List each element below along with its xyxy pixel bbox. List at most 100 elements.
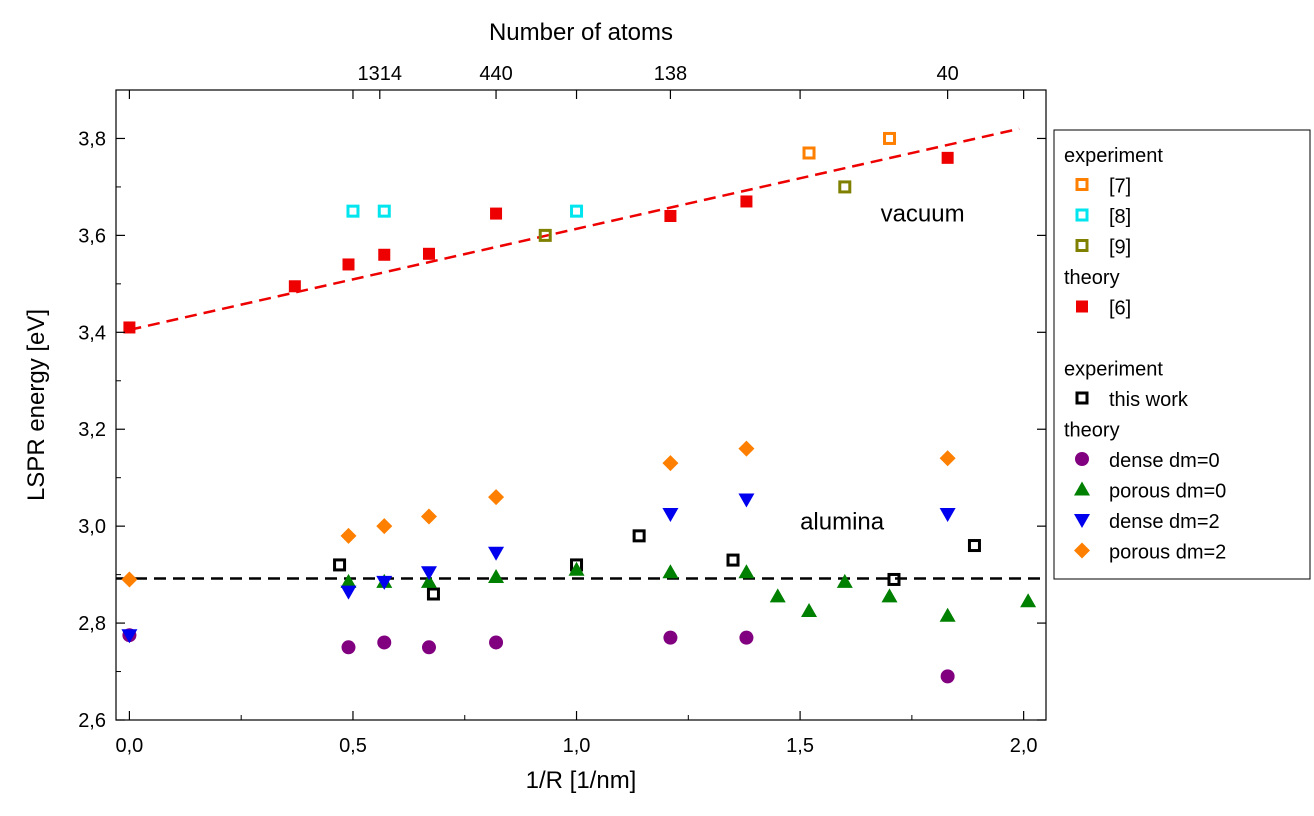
data-point-series-6 [769, 588, 786, 603]
plot-frame [115, 89, 1047, 721]
x-tick-label: 1,5 [786, 735, 814, 757]
top-axis-title: Number of atoms [489, 19, 673, 46]
legend-label: this work [1109, 389, 1189, 411]
data-point-series-5 [341, 640, 356, 655]
data-point-series-1 [346, 204, 360, 218]
legend-marker [1076, 300, 1088, 313]
data-point-series-7 [738, 493, 755, 508]
data-point-series-8 [121, 571, 138, 588]
data-point-series-6 [738, 564, 755, 579]
data-point-series-7 [662, 508, 679, 523]
y-tick-label: 2,8 [78, 613, 106, 635]
data-point-series-8 [376, 518, 393, 535]
legend-label: [9] [1109, 237, 1131, 259]
data-point-series-1 [570, 204, 584, 218]
legend-header: theory [1064, 267, 1120, 289]
top-tick-label: 40 [937, 63, 959, 85]
legend-marker [1075, 208, 1089, 222]
x-axis-title: 1/R [1/nm] [526, 767, 637, 794]
legend-label: dense dm=2 [1109, 511, 1220, 533]
legend-marker [1074, 481, 1090, 496]
data-point-series-4 [967, 539, 981, 553]
legend-marker [1075, 391, 1089, 405]
y-tick-label: 3,6 [78, 225, 106, 247]
data-point-series-5 [940, 669, 955, 684]
data-point-series-3 [422, 247, 435, 260]
data-point-series-6 [420, 573, 437, 588]
legend-label: porous dm=0 [1109, 481, 1226, 503]
data-point-series-4 [632, 529, 646, 543]
data-point-series-0 [802, 146, 816, 160]
data-point-series-4 [726, 553, 740, 567]
data-point-series-8 [939, 450, 956, 467]
top-tick-label: 138 [654, 63, 687, 85]
data-point-series-8 [488, 489, 505, 506]
data-point-series-3 [288, 280, 301, 293]
top-tick-label: 1314 [358, 63, 403, 85]
data-point-series-8 [420, 508, 437, 525]
y-tick-label: 3,4 [78, 322, 106, 344]
data-point-series-6 [801, 602, 818, 617]
legend-label: porous dm=2 [1109, 542, 1226, 564]
data-point-series-4 [333, 558, 347, 572]
data-point-series-3 [740, 195, 753, 208]
data-point-series-8 [738, 440, 755, 457]
data-point-series-4 [426, 587, 440, 601]
data-point-series-6 [1020, 593, 1037, 608]
data-point-series-6 [881, 588, 898, 603]
y-tick-label: 3,0 [78, 516, 106, 538]
legend-marker [1075, 178, 1089, 191]
data-point-series-6 [662, 564, 679, 579]
data-point-series-8 [340, 527, 357, 544]
y-tick-label: 3,2 [78, 419, 106, 441]
data-point-series-6 [340, 573, 357, 588]
data-point-series-5 [421, 640, 436, 655]
legend-label: [7] [1109, 176, 1131, 198]
x-tick-label: 0,0 [116, 735, 144, 757]
annotation-alumina: alumina [800, 508, 885, 535]
legend-header: experiment [1064, 145, 1163, 167]
legend-label: [6] [1109, 298, 1131, 320]
axes: 0,0 0,5 1,0 1,5 2,0 2,6 2,8 3,0 3,2 3,4 3,6 3,8 1314… [78, 63, 1046, 757]
data-point-series-1 [377, 204, 391, 218]
data-point-series-7 [488, 546, 505, 561]
data-point-series-7 [121, 629, 138, 644]
legend-label: dense dm=0 [1109, 450, 1220, 472]
data-point-series-6 [836, 573, 853, 588]
legend-marker [1074, 542, 1090, 559]
data-point-series-5 [663, 630, 678, 645]
annotation-vacuum: vacuum [881, 201, 965, 228]
data-point-series-7 [420, 566, 437, 581]
data-point-series-5 [739, 630, 754, 645]
data-point-series-7 [376, 575, 393, 590]
data-point-series-3 [342, 258, 355, 271]
data-point-series-6 [568, 561, 585, 576]
data-point-series-7 [340, 585, 357, 600]
data-point-series-7 [939, 508, 956, 523]
fit-lines [116, 127, 1046, 580]
data-point-series-2 [538, 228, 552, 242]
data-point-series-3 [490, 207, 503, 220]
data-point-series-3 [664, 210, 677, 222]
data-point-series-3 [378, 248, 391, 261]
data-point-series-0 [883, 131, 897, 145]
data-point-series-3 [123, 321, 136, 334]
legend-box [1053, 129, 1311, 580]
legend-label: [8] [1109, 206, 1131, 228]
y-axis-title: LSPR energy [eV] [23, 309, 50, 501]
data-point-series-2 [838, 180, 852, 194]
data-point-series-6 [939, 607, 956, 622]
data-point-series-8 [662, 455, 679, 472]
legend-marker [1075, 239, 1089, 252]
data-point-series-5 [489, 635, 504, 650]
x-tick-label: 2,0 [1010, 735, 1038, 757]
y-tick-label: 3,8 [78, 128, 106, 150]
plot-area [115, 89, 1047, 721]
annotations: vacuum alumina [800, 201, 965, 536]
legend: experiment [7] [8] [9] theory [6] experiment th… [1053, 129, 1311, 580]
data-point-series-3 [941, 151, 954, 164]
x-tick-label: 1,0 [563, 735, 591, 757]
top-tick-label: 440 [479, 63, 512, 85]
data-points [121, 131, 1037, 684]
